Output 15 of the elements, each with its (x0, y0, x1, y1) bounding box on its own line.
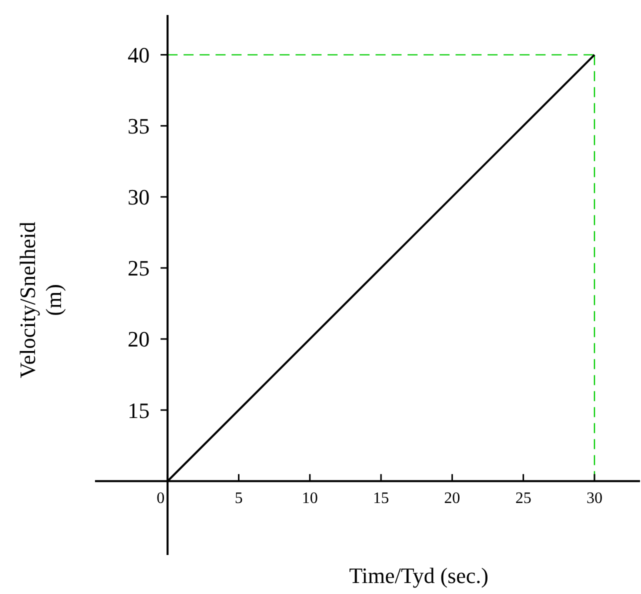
y-axis-title: Velocity/Snelheid (m) (15, 222, 66, 378)
y-tick-label: 40 (128, 42, 150, 68)
x-tick-label: 25 (515, 490, 532, 508)
y-tick-label: 25 (128, 256, 150, 281)
x-axis-title: Time/Tyd (sec.) (349, 563, 488, 588)
x-tick-label: 15 (373, 490, 390, 508)
y-tick-label: 35 (128, 114, 150, 139)
x-tick-label: 30 (586, 490, 602, 508)
y-tick-label: 30 (128, 184, 150, 210)
x-tick-label: 0 (156, 490, 165, 508)
y-tick-label: 15 (128, 398, 150, 423)
y-tick-label: 20 (128, 326, 150, 352)
x-tick-label: 10 (302, 490, 318, 508)
x-tick-label: 20 (444, 490, 460, 508)
x-tick-label: 5 (234, 490, 243, 508)
